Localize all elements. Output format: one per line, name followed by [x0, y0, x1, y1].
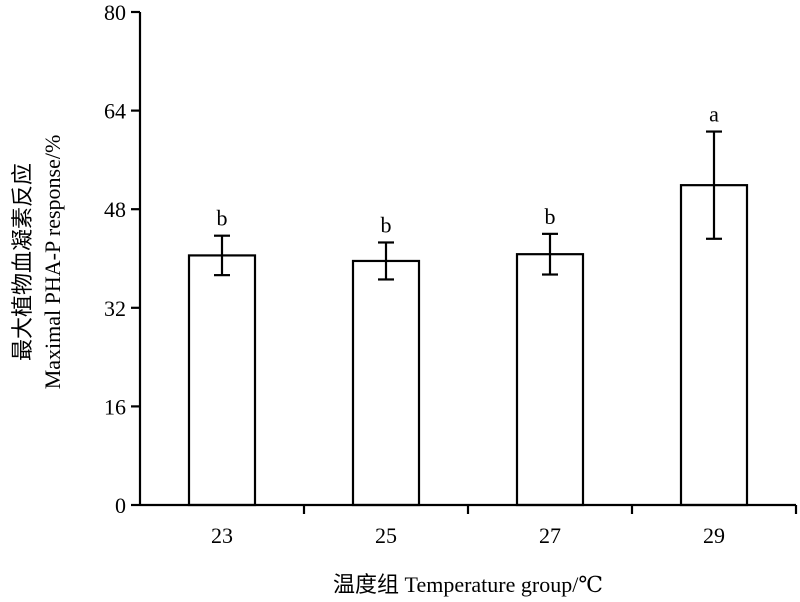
y-tick-label: 80 — [104, 0, 126, 25]
y-tick-label: 16 — [104, 394, 126, 419]
bars-group: b b b a — [187, 102, 749, 507]
x-tick-label-29: 29 — [703, 523, 725, 548]
y-tick-label: 48 — [104, 197, 126, 222]
y-axis-title-chinese: 最大植物血凝素反应 — [10, 163, 35, 361]
y-axis-ticks: 0 16 32 48 64 80 — [104, 0, 140, 518]
x-axis-ticks: 23 25 27 29 — [211, 505, 798, 548]
y-tick-label: 32 — [104, 296, 126, 321]
y-tick-label: 64 — [104, 99, 126, 124]
bar-27 — [515, 253, 585, 507]
significance-label-25: b — [381, 212, 392, 237]
x-tick-label-25: 25 — [375, 523, 397, 548]
significance-label-29: a — [709, 102, 719, 127]
x-tick-label-27: 27 — [539, 523, 561, 548]
significance-label-23: b — [217, 206, 228, 231]
y-tick-label: 0 — [115, 493, 126, 518]
bar-23 — [187, 254, 257, 507]
x-axis-title: 温度组 Temperature group/℃ — [333, 572, 603, 597]
significance-label-27: b — [545, 204, 556, 229]
bar-25 — [351, 259, 421, 507]
y-axis-title-english: Maximal PHA-P response/% — [40, 135, 65, 390]
x-tick-label-23: 23 — [211, 523, 233, 548]
